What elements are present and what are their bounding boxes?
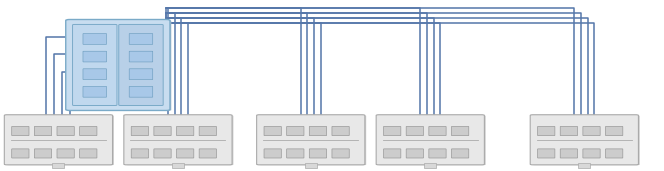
FancyBboxPatch shape bbox=[583, 149, 600, 158]
FancyBboxPatch shape bbox=[406, 127, 424, 136]
FancyBboxPatch shape bbox=[406, 149, 424, 158]
FancyBboxPatch shape bbox=[560, 149, 578, 158]
FancyBboxPatch shape bbox=[199, 149, 216, 158]
FancyBboxPatch shape bbox=[259, 115, 366, 165]
FancyBboxPatch shape bbox=[264, 149, 282, 158]
FancyBboxPatch shape bbox=[129, 34, 153, 44]
FancyBboxPatch shape bbox=[452, 149, 469, 158]
FancyBboxPatch shape bbox=[129, 69, 153, 80]
FancyBboxPatch shape bbox=[35, 127, 52, 136]
Bar bbox=[305, 163, 317, 168]
FancyBboxPatch shape bbox=[384, 127, 401, 136]
FancyBboxPatch shape bbox=[583, 127, 600, 136]
FancyBboxPatch shape bbox=[131, 127, 149, 136]
FancyBboxPatch shape bbox=[12, 149, 29, 158]
Bar bbox=[172, 163, 184, 168]
FancyBboxPatch shape bbox=[560, 127, 578, 136]
FancyBboxPatch shape bbox=[83, 69, 106, 80]
FancyBboxPatch shape bbox=[376, 115, 484, 165]
FancyBboxPatch shape bbox=[530, 115, 638, 165]
FancyBboxPatch shape bbox=[154, 149, 171, 158]
FancyBboxPatch shape bbox=[129, 51, 153, 62]
FancyBboxPatch shape bbox=[538, 127, 555, 136]
FancyBboxPatch shape bbox=[199, 127, 216, 136]
FancyBboxPatch shape bbox=[4, 115, 112, 165]
FancyBboxPatch shape bbox=[177, 149, 194, 158]
FancyBboxPatch shape bbox=[126, 115, 234, 165]
FancyBboxPatch shape bbox=[429, 149, 446, 158]
FancyBboxPatch shape bbox=[124, 115, 232, 165]
FancyBboxPatch shape bbox=[80, 149, 97, 158]
FancyBboxPatch shape bbox=[57, 127, 74, 136]
FancyBboxPatch shape bbox=[66, 19, 170, 110]
FancyBboxPatch shape bbox=[12, 127, 29, 136]
FancyBboxPatch shape bbox=[384, 149, 401, 158]
FancyBboxPatch shape bbox=[606, 149, 623, 158]
FancyBboxPatch shape bbox=[332, 149, 349, 158]
FancyBboxPatch shape bbox=[129, 86, 153, 97]
Bar bbox=[578, 163, 590, 168]
FancyBboxPatch shape bbox=[309, 149, 327, 158]
FancyBboxPatch shape bbox=[35, 149, 52, 158]
FancyBboxPatch shape bbox=[80, 127, 97, 136]
FancyBboxPatch shape bbox=[606, 127, 623, 136]
Bar bbox=[52, 163, 64, 168]
FancyBboxPatch shape bbox=[177, 127, 194, 136]
FancyBboxPatch shape bbox=[68, 20, 171, 111]
FancyBboxPatch shape bbox=[83, 51, 106, 62]
FancyBboxPatch shape bbox=[332, 127, 349, 136]
FancyBboxPatch shape bbox=[119, 24, 163, 106]
FancyBboxPatch shape bbox=[378, 115, 485, 165]
FancyBboxPatch shape bbox=[264, 127, 282, 136]
FancyBboxPatch shape bbox=[131, 149, 149, 158]
FancyBboxPatch shape bbox=[533, 115, 639, 165]
FancyBboxPatch shape bbox=[309, 127, 327, 136]
FancyBboxPatch shape bbox=[538, 149, 555, 158]
FancyBboxPatch shape bbox=[57, 149, 74, 158]
FancyBboxPatch shape bbox=[287, 127, 304, 136]
FancyBboxPatch shape bbox=[154, 127, 171, 136]
FancyBboxPatch shape bbox=[256, 115, 365, 165]
FancyBboxPatch shape bbox=[452, 127, 469, 136]
Bar bbox=[424, 163, 436, 168]
FancyBboxPatch shape bbox=[72, 24, 117, 106]
FancyBboxPatch shape bbox=[83, 34, 106, 44]
FancyBboxPatch shape bbox=[287, 149, 304, 158]
FancyBboxPatch shape bbox=[429, 127, 446, 136]
FancyBboxPatch shape bbox=[83, 86, 106, 97]
FancyBboxPatch shape bbox=[7, 115, 114, 165]
